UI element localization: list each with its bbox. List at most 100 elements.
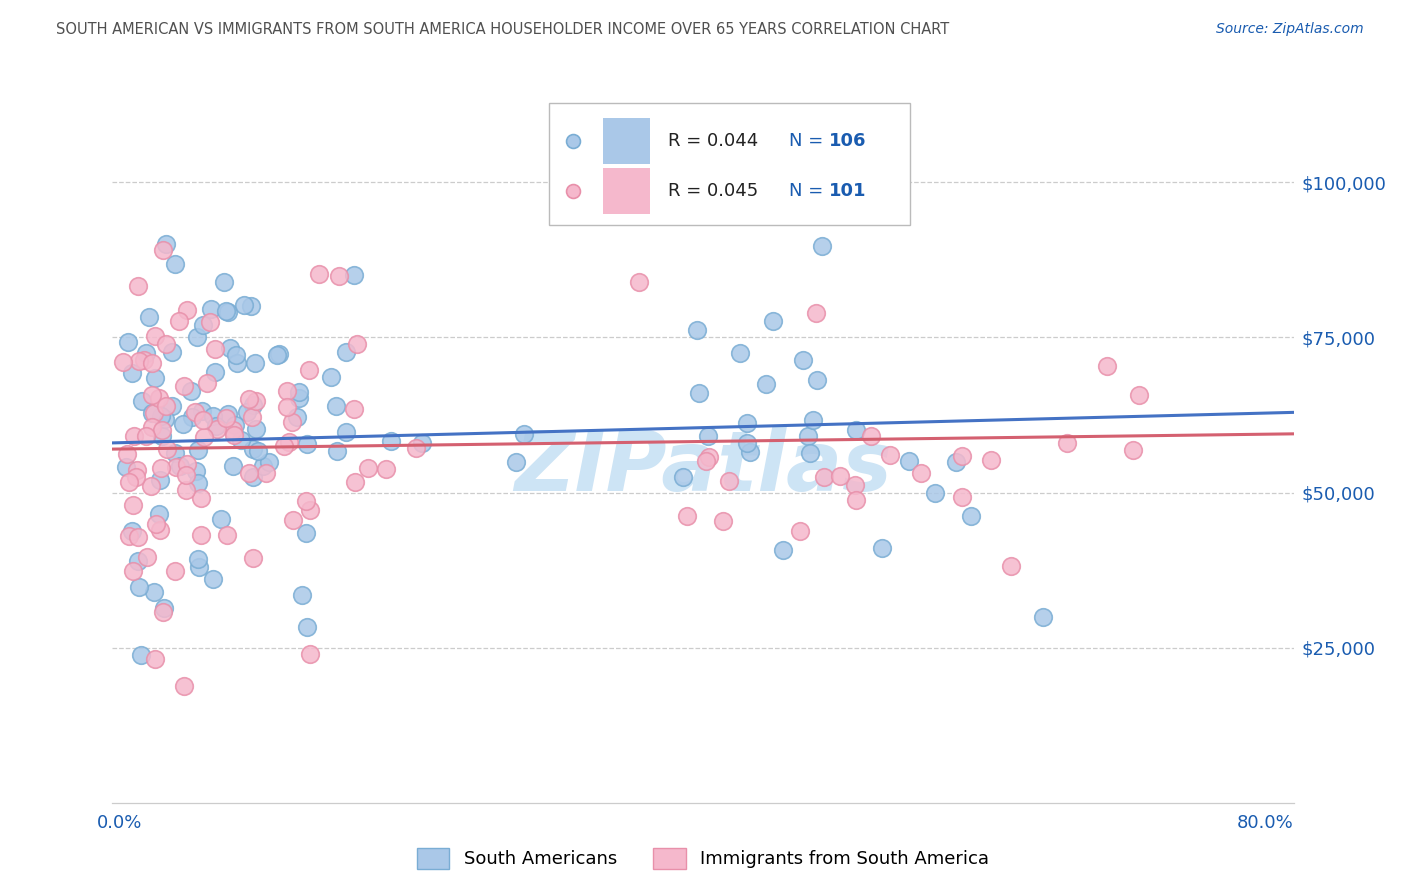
Point bbox=[149, 473, 172, 487]
Point bbox=[215, 411, 238, 425]
Point bbox=[326, 444, 349, 458]
Point bbox=[242, 551, 264, 566]
Point bbox=[266, 347, 288, 361]
Point bbox=[242, 470, 264, 484]
Point bbox=[245, 422, 267, 436]
Point bbox=[1000, 559, 1022, 574]
Point bbox=[212, 276, 235, 290]
Text: R = 0.044: R = 0.044 bbox=[668, 132, 758, 150]
Point bbox=[173, 378, 195, 392]
Point bbox=[188, 560, 211, 574]
Point bbox=[143, 329, 166, 343]
Point bbox=[950, 449, 973, 463]
Point bbox=[688, 385, 710, 400]
Point bbox=[254, 466, 277, 480]
Point bbox=[152, 601, 174, 615]
Point bbox=[343, 268, 366, 283]
Point bbox=[259, 455, 281, 469]
Point bbox=[191, 318, 214, 332]
FancyBboxPatch shape bbox=[603, 168, 650, 214]
Point bbox=[127, 554, 149, 568]
Point bbox=[804, 306, 827, 320]
Point bbox=[1122, 443, 1144, 458]
Point bbox=[281, 415, 304, 429]
Text: ZIPatlas: ZIPatlas bbox=[515, 427, 891, 508]
Point bbox=[160, 399, 183, 413]
Point bbox=[209, 511, 232, 525]
Point bbox=[242, 398, 264, 412]
Point bbox=[200, 301, 222, 316]
Point bbox=[288, 384, 311, 399]
Point bbox=[135, 550, 157, 565]
Point bbox=[828, 469, 851, 483]
Point bbox=[813, 470, 835, 484]
Point bbox=[145, 516, 167, 531]
Point bbox=[879, 448, 901, 462]
Point bbox=[215, 303, 238, 318]
Point bbox=[789, 524, 811, 539]
Point bbox=[152, 605, 174, 619]
Point bbox=[118, 475, 141, 489]
Point bbox=[799, 445, 821, 459]
Point bbox=[186, 329, 208, 343]
Point bbox=[143, 652, 166, 666]
Point bbox=[247, 444, 270, 458]
Point bbox=[128, 354, 150, 368]
Point bbox=[152, 243, 174, 257]
Point bbox=[627, 275, 650, 289]
Point bbox=[193, 413, 215, 427]
Point bbox=[772, 543, 794, 558]
Point bbox=[184, 464, 207, 478]
Point bbox=[295, 526, 318, 541]
Point bbox=[155, 442, 177, 456]
Point bbox=[143, 406, 166, 420]
Point bbox=[245, 393, 267, 408]
Point bbox=[225, 348, 247, 362]
Point bbox=[328, 268, 350, 283]
Point bbox=[675, 508, 697, 523]
Point bbox=[278, 435, 301, 450]
Point bbox=[131, 394, 153, 409]
Point bbox=[672, 470, 695, 484]
Point bbox=[325, 399, 347, 413]
Point bbox=[138, 310, 160, 324]
Text: N =: N = bbox=[789, 132, 830, 150]
Point bbox=[276, 384, 298, 399]
Point bbox=[897, 454, 920, 468]
Point bbox=[190, 491, 212, 506]
Point bbox=[202, 573, 225, 587]
Point bbox=[240, 299, 263, 313]
Point bbox=[281, 513, 304, 527]
Text: 106: 106 bbox=[830, 132, 868, 150]
Point bbox=[165, 459, 187, 474]
Point bbox=[217, 408, 239, 422]
Point bbox=[512, 426, 534, 441]
Point bbox=[801, 413, 824, 427]
Point bbox=[226, 356, 249, 370]
Point bbox=[288, 392, 311, 406]
Point bbox=[924, 485, 946, 500]
Point bbox=[139, 479, 162, 493]
Point bbox=[121, 524, 143, 539]
Point bbox=[252, 459, 274, 474]
Point bbox=[163, 257, 186, 271]
Point bbox=[115, 460, 138, 475]
Point bbox=[135, 346, 157, 360]
Point bbox=[792, 353, 814, 368]
Point bbox=[155, 237, 177, 252]
Point bbox=[298, 362, 321, 376]
Point bbox=[796, 428, 818, 442]
Point bbox=[697, 450, 720, 464]
Point bbox=[308, 268, 330, 282]
Point bbox=[141, 406, 163, 420]
Point bbox=[217, 305, 239, 319]
Point bbox=[150, 428, 173, 442]
Point bbox=[686, 323, 709, 337]
Point bbox=[167, 313, 190, 327]
Point bbox=[172, 417, 194, 431]
Point bbox=[860, 429, 883, 443]
Point bbox=[148, 507, 170, 521]
Point bbox=[181, 410, 204, 425]
Point bbox=[240, 409, 263, 424]
Point bbox=[295, 619, 318, 633]
